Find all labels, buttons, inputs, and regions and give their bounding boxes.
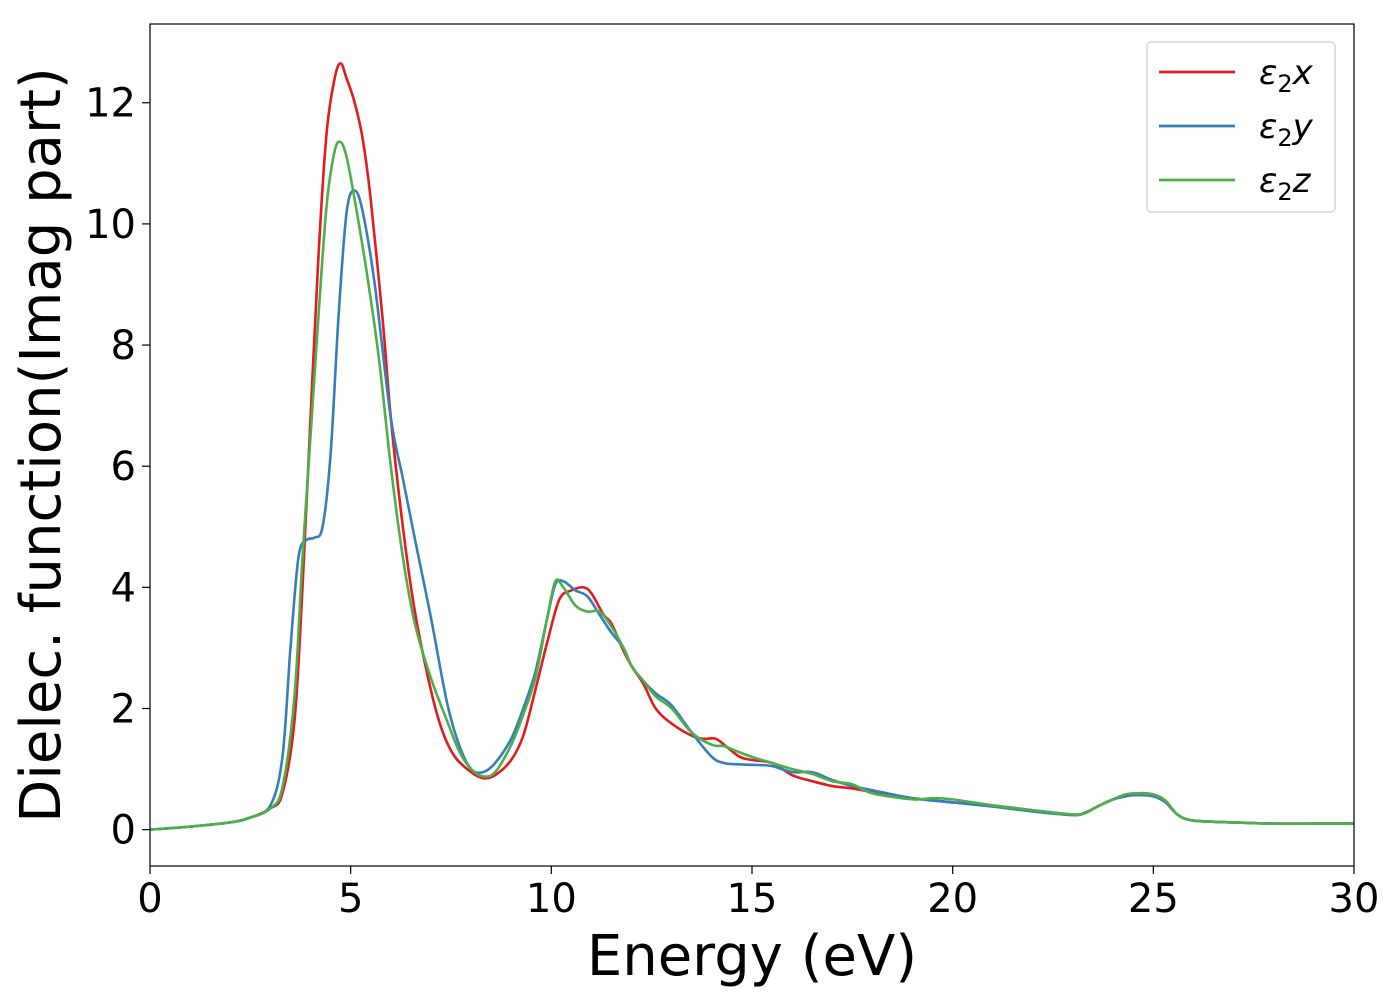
y-tick-label: 12 <box>85 81 136 127</box>
y-tick-label: 2 <box>111 687 136 733</box>
x-tick-label: 25 <box>1128 876 1179 922</box>
y-tick-label: 6 <box>111 444 136 490</box>
x-tick-label: 5 <box>338 876 363 922</box>
legend-label-y: ε2y <box>1259 107 1314 152</box>
x-axis-label: Energy (eV) <box>587 924 917 989</box>
series-line-y <box>150 189 1354 831</box>
x-axis-ticks: 0 5 10 15 20 25 30 <box>137 866 1379 922</box>
x-tick-label: 30 <box>1329 876 1380 922</box>
x-tick-label: 20 <box>927 876 978 922</box>
series-line-z <box>150 140 1354 831</box>
x-tick-label: 15 <box>727 876 778 922</box>
x-tick-label: 10 <box>526 876 577 922</box>
y-tick-label: 0 <box>111 808 136 854</box>
y-axis-ticks: 0 2 4 6 8 10 12 <box>85 81 150 854</box>
y-tick-label: 8 <box>111 323 136 369</box>
y-tick-label: 4 <box>111 565 136 611</box>
y-axis-label: Dielec. function(Imag part) <box>9 67 74 823</box>
legend-label-x: ε2x <box>1259 53 1314 98</box>
legend-box <box>1146 41 1336 213</box>
legend-label-z: ε2z <box>1259 161 1312 206</box>
y-tick-label: 10 <box>85 202 136 248</box>
x-tick-label: 0 <box>137 876 162 922</box>
series-layer <box>150 62 1354 831</box>
legend: ε2x ε2y ε2z <box>1146 41 1336 213</box>
